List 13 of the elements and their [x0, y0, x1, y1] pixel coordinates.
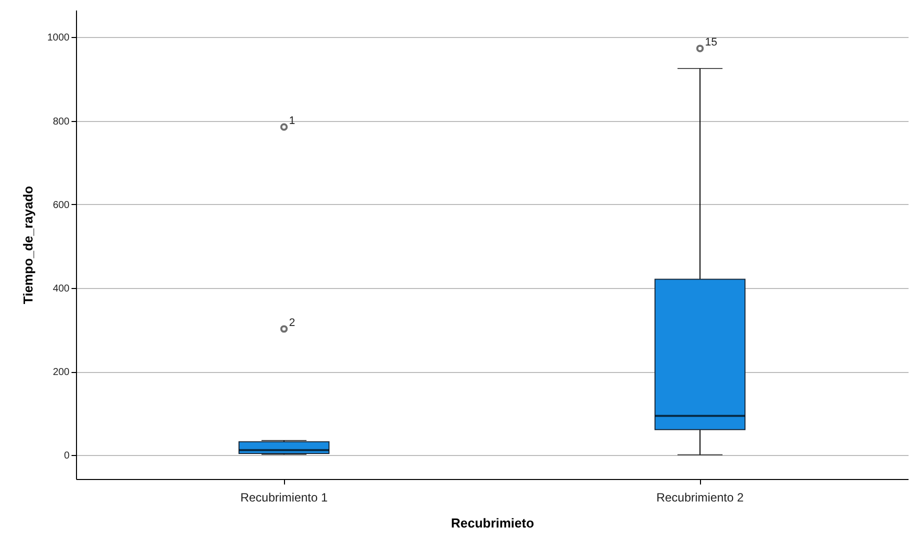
x-tick-label: Recubrimiento 1	[240, 490, 328, 504]
y-axis-title: Tiempo_de_rayado	[20, 186, 36, 304]
annotation: 15	[705, 36, 718, 48]
y-tick-label: 800	[52, 116, 70, 128]
y-tick-label: 200	[52, 367, 70, 378]
annotation: 2	[289, 316, 296, 329]
y-tick-label: 0	[64, 450, 70, 462]
x-axis-title: Recubrimieto	[450, 516, 534, 530]
y-tick-label: 600	[52, 200, 70, 211]
annotation: 1	[289, 115, 296, 128]
x-tick-label: Recubrimiento 2	[656, 490, 744, 504]
y-tick-label: 400	[52, 283, 70, 294]
y-tick-label: 1000	[47, 32, 70, 44]
